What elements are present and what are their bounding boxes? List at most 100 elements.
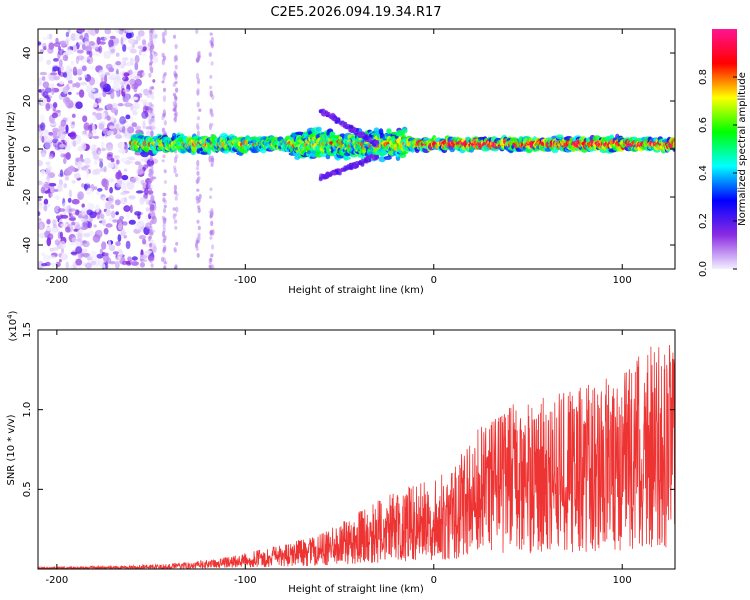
noise-speckle [53,42,61,47]
noise-speckle [150,204,155,211]
noise-speckle [53,189,59,192]
noise-speckle [142,182,147,189]
noise-speckle [173,247,177,251]
noise-speckle [142,53,147,57]
noise-speckle [40,170,46,176]
y-tick-label: 0.5 [22,481,33,497]
noise-speckle [125,29,134,34]
noise-speckle [93,102,98,108]
noise-speckle [93,91,101,99]
noise-speckle [197,205,201,210]
noise-speckle [42,36,49,41]
noise-speckle [117,103,124,107]
noise-speckle [71,121,75,125]
noise-speckle [116,92,120,98]
noise-speckle [123,88,130,93]
y-tick-label: 1.5 [22,322,33,338]
signal-blob [357,161,362,165]
noise-speckle [150,107,154,111]
noise-speckle [125,240,131,250]
noise-speckle [106,103,114,111]
noise-speckle [41,263,48,267]
noise-speckle [150,177,154,182]
noise-speckle [94,159,98,166]
noise-speckle [164,261,168,265]
noise-speckle [38,260,44,269]
noise-speckle [174,73,178,80]
noise-speckle [173,117,177,123]
noise-speckle [172,34,177,39]
noise-speckle [38,197,42,202]
colorbar-gradient [712,29,737,269]
noise-speckle [83,122,90,131]
noise-speckle [62,202,68,210]
noise-speckle [161,80,165,84]
noise-speckle [163,204,167,209]
noise-speckle [109,186,113,194]
noise-speckle [84,181,91,185]
noise-speckle [115,52,120,57]
noise-speckle [152,245,157,253]
signal-blob [352,162,357,167]
noise-speckle [104,29,111,35]
noise-speckle [68,189,72,198]
noise-speckle [85,262,92,269]
signal-blob [386,128,392,135]
noise-speckle [105,201,112,210]
noise-speckle [101,241,107,250]
noise-speckle [63,153,70,158]
signal-blob [207,149,212,156]
noise-speckle [196,188,200,192]
noise-speckle [127,126,135,134]
noise-speckle [145,250,152,254]
noise-speckle [162,207,167,214]
signal-blob [342,124,347,129]
noise-speckle [73,173,81,179]
noise-speckle [131,42,135,49]
noise-speckle [101,141,105,149]
noise-speckle [116,159,120,165]
noise-speckle [148,72,152,78]
noise-speckle [136,190,145,194]
noise-speckle [80,226,88,231]
noise-speckle [81,203,85,208]
noise-speckle [52,107,57,112]
noise-speckle [123,235,127,239]
noise-speckle [71,221,76,226]
noise-speckle [68,208,76,212]
noise-speckle [162,55,167,61]
noise-speckle [38,89,42,93]
noise-speckle [110,91,115,100]
noise-speckle [209,85,213,90]
noise-speckle [149,220,153,225]
noise-speckle [134,61,139,71]
signal-blob [325,174,330,179]
noise-speckle [142,238,147,245]
noise-speckle [60,214,69,219]
signal-blob [332,114,337,119]
noise-speckle [87,202,91,211]
noise-speckle [175,154,179,159]
noise-speckle [50,262,58,267]
noise-speckle [86,59,91,63]
noise-speckle [210,160,214,167]
noise-speckle [46,174,51,182]
noise-speckle [43,46,47,51]
noise-speckle [51,112,59,119]
noise-speckle [43,205,48,212]
noise-speckle [89,250,98,260]
noise-speckle [162,248,166,254]
noise-speckle [77,29,86,33]
noise-speckle [134,211,142,216]
noise-speckle [65,38,71,42]
noise-speckle [82,115,88,123]
noise-speckle [42,42,47,50]
noise-speckle [196,57,200,62]
noise-speckle [92,150,98,157]
noise-speckle [128,195,136,200]
noise-speckle [58,259,62,263]
noise-speckle [110,72,118,78]
noise-speckle [126,181,135,190]
noise-speckle [135,35,141,41]
noise-speckle [67,166,75,173]
